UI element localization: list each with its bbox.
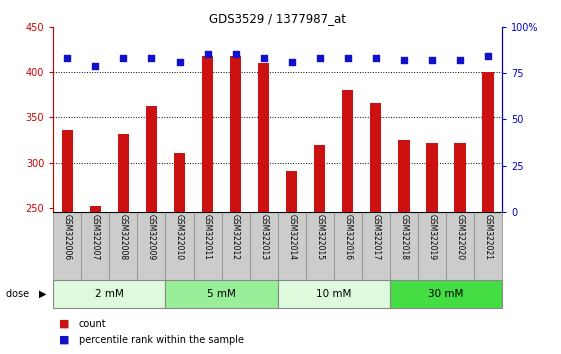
Point (147, 55, 156, 61)
Text: ■: ■ (59, 319, 70, 329)
Bar (165, 212, 194, 280)
Point (231, 52, 240, 57)
Text: 10 mM: 10 mM (316, 289, 352, 299)
Text: GSM322006: GSM322006 (63, 214, 72, 260)
Bar (194, 212, 222, 280)
Bar (202, 56, 213, 212)
Bar (446, 212, 474, 280)
Text: GSM322019: GSM322019 (427, 214, 436, 260)
Bar (165, 280, 278, 308)
Text: GSM322009: GSM322009 (147, 214, 156, 260)
Text: 5 mM: 5 mM (207, 289, 236, 299)
Point (63, 55, 72, 61)
Point (259, 55, 268, 61)
Bar (222, 212, 250, 280)
Bar (118, 133, 129, 212)
Bar (342, 90, 353, 212)
Text: count: count (79, 319, 106, 329)
Bar (250, 212, 278, 280)
Text: GSM322015: GSM322015 (315, 214, 324, 260)
Bar (418, 212, 446, 280)
Bar (370, 103, 381, 212)
Bar (362, 212, 390, 280)
Bar (426, 143, 438, 212)
Bar (334, 212, 362, 280)
Bar (314, 145, 325, 212)
Text: dose: dose (6, 289, 32, 299)
Bar (390, 212, 418, 280)
Bar (53, 212, 81, 280)
Point (119, 55, 128, 61)
Text: GSM322013: GSM322013 (259, 214, 268, 260)
Point (203, 52, 212, 57)
Text: GSM322018: GSM322018 (399, 214, 408, 260)
Bar (146, 106, 157, 212)
Bar (278, 212, 306, 280)
Text: GSM322014: GSM322014 (287, 214, 296, 260)
Bar (398, 140, 410, 212)
Point (315, 55, 324, 61)
Bar (230, 56, 241, 212)
Text: GDS3529 / 1377987_at: GDS3529 / 1377987_at (209, 12, 346, 25)
Bar (278, 280, 390, 308)
Point (456, 57, 465, 63)
Text: GSM322010: GSM322010 (175, 214, 184, 260)
Text: ▶: ▶ (39, 289, 47, 299)
Text: GSM322017: GSM322017 (371, 214, 380, 260)
Text: GSM322021: GSM322021 (484, 214, 493, 260)
Bar (62, 130, 73, 212)
Point (175, 59, 184, 65)
Text: GSM322016: GSM322016 (343, 214, 352, 260)
Bar (109, 212, 137, 280)
Text: 2 mM: 2 mM (95, 289, 124, 299)
Point (371, 55, 380, 61)
Bar (286, 171, 297, 212)
Point (484, 53, 493, 59)
Bar (81, 212, 109, 280)
Text: GSM322012: GSM322012 (231, 214, 240, 260)
Text: GSM322008: GSM322008 (119, 214, 128, 260)
Text: GSM322007: GSM322007 (91, 214, 100, 260)
Text: 30 mM: 30 mM (428, 289, 464, 299)
Bar (174, 154, 185, 212)
Point (343, 55, 352, 61)
Point (91, 63, 100, 68)
Text: GSM322020: GSM322020 (456, 214, 465, 260)
Text: GSM322011: GSM322011 (203, 214, 212, 260)
Bar (482, 72, 494, 212)
Point (427, 57, 436, 63)
Point (399, 57, 408, 63)
Bar (474, 212, 502, 280)
Bar (390, 280, 502, 308)
Bar (53, 280, 165, 308)
Bar (454, 143, 466, 212)
Bar (258, 63, 269, 212)
Bar (306, 212, 334, 280)
Text: percentile rank within the sample: percentile rank within the sample (79, 335, 243, 345)
Point (287, 59, 296, 65)
Text: ■: ■ (59, 335, 70, 345)
Bar (90, 206, 101, 212)
Bar (137, 212, 165, 280)
